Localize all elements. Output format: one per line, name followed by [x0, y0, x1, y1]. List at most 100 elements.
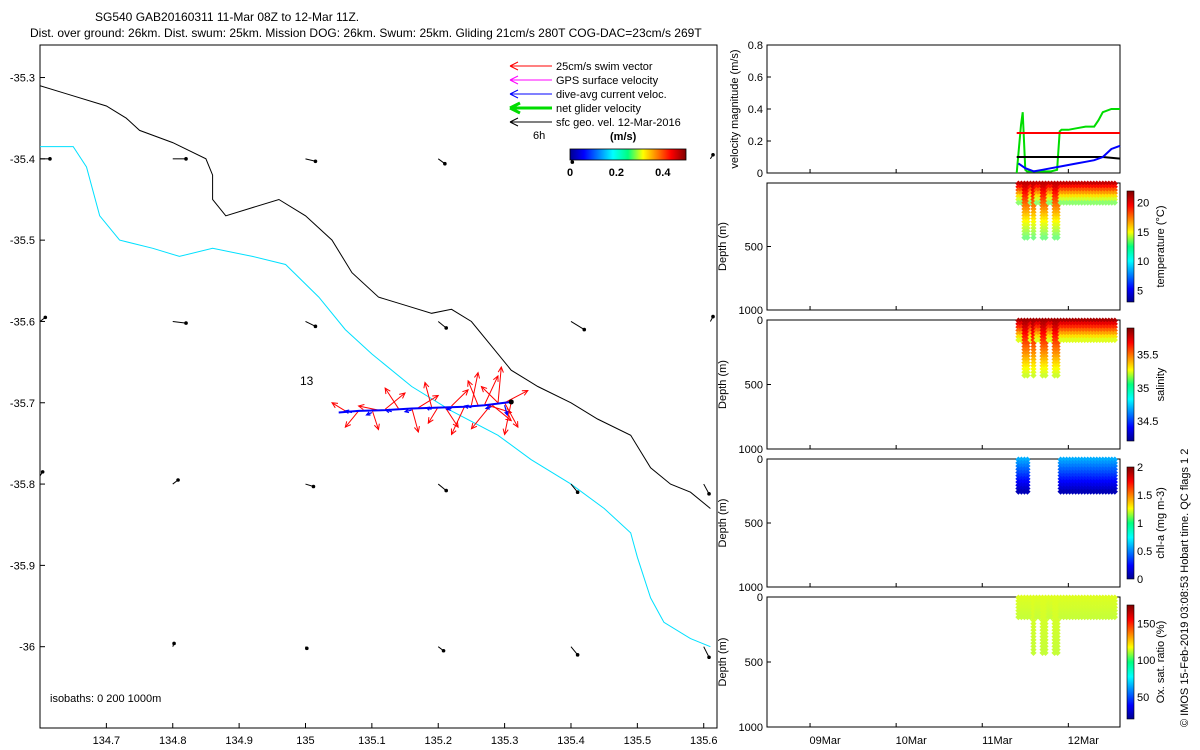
isobath-note: isobaths: 0 200 1000m — [50, 693, 161, 705]
chart-subtitle: Dist. over ground: 26km. Dist. swum: 25k… — [30, 26, 702, 40]
time-tick-label: 10Mar — [896, 735, 928, 747]
geo-vector — [570, 321, 587, 332]
map-colorbar-ticks: 0 0.2 0.4 — [567, 167, 671, 179]
swim-vector — [384, 387, 399, 409]
profile-marker — [1030, 209, 1037, 216]
y-tick-label: 500 — [745, 657, 763, 669]
swim-vector — [423, 381, 433, 407]
colorbar-label: chl-a (mg m-3) — [1155, 487, 1167, 559]
colorbar-tick-label: 50 — [1137, 692, 1149, 704]
profile-marker — [1030, 633, 1037, 640]
profile-marker — [1054, 372, 1061, 379]
profile-marker — [1111, 323, 1118, 331]
x-tick-label: 135.2 — [424, 735, 452, 747]
profile-marker — [1054, 209, 1061, 216]
profile-marker — [1042, 362, 1049, 369]
colorbar-tick-label: 0 — [1137, 574, 1143, 586]
profile-marker — [1042, 228, 1049, 235]
geo-vector — [570, 483, 580, 495]
swim-vector — [484, 374, 499, 405]
y-tick-label: 1000 — [739, 582, 763, 594]
profile-marker — [1054, 221, 1061, 229]
map-frame — [39, 44, 718, 729]
profile-marker — [1042, 640, 1049, 647]
profile-marker — [1030, 649, 1037, 657]
geo-vector — [437, 158, 447, 166]
profile-marker — [1024, 356, 1031, 363]
geo-vector — [437, 483, 449, 493]
swim-vector — [451, 388, 469, 407]
profile-marker — [1054, 643, 1061, 650]
swim-vector — [331, 402, 346, 412]
colorbar-tick-label: 2 — [1137, 462, 1143, 474]
x-tick-label: 135 — [296, 735, 314, 747]
y-tick-label: 500 — [745, 380, 763, 392]
y-axis-label: velocity magnitude (m/s) — [729, 49, 741, 168]
profile-marker — [1024, 228, 1031, 235]
profile-marker — [1024, 372, 1031, 379]
profile-marker — [1042, 636, 1049, 644]
profile-marker — [1054, 627, 1061, 634]
dac-vectors — [343, 399, 514, 417]
profile-marker — [1054, 234, 1061, 241]
profile-marker — [1111, 472, 1118, 479]
profile-marker — [1042, 633, 1049, 640]
panel-colorbar — [1126, 190, 1135, 303]
dac-vector — [463, 404, 472, 410]
geo-vector — [40, 470, 45, 477]
geo-vector — [172, 641, 176, 647]
profile-marker — [1054, 340, 1061, 347]
series-line — [1015, 108, 1120, 174]
profile-marker — [1054, 343, 1061, 350]
profile-marker — [1111, 462, 1118, 470]
colorbar-tick-label: 150 — [1137, 618, 1155, 630]
profile-marker — [1042, 209, 1049, 216]
glider-position-marker — [508, 399, 514, 405]
chart-title: SG540 GAB20160311 11-Mar 08Z to 12-Mar 1… — [95, 10, 360, 24]
profile-marker — [1111, 488, 1118, 495]
y-tick-label: 0 — [757, 168, 763, 180]
profile-marker — [1054, 617, 1061, 624]
y-tick-label: 0.6 — [748, 72, 763, 84]
y-tick-label: 0.8 — [748, 40, 763, 52]
geo-vector — [172, 320, 188, 325]
profile-marker — [1111, 193, 1118, 200]
profile-marker — [1054, 359, 1061, 366]
profile-marker — [1054, 218, 1061, 225]
colorbar-label: Ox. sat. ratio (%) — [1155, 621, 1167, 704]
profile-marker — [1030, 640, 1037, 647]
colorbar-label: temperature (°C) — [1155, 205, 1167, 287]
profile-marker — [1111, 183, 1118, 190]
profile-marker — [1054, 231, 1061, 238]
profile-marker — [1024, 215, 1031, 222]
geo-vector — [305, 646, 309, 651]
geo-vector — [709, 152, 715, 160]
time-tick-label: 12Mar — [1068, 735, 1100, 747]
profile-marker — [1042, 212, 1049, 219]
profile-marker — [1024, 234, 1031, 241]
profile-marker — [1030, 343, 1037, 350]
profile-marker — [1042, 627, 1049, 634]
profile-marker — [1030, 346, 1037, 353]
profile-marker — [1030, 356, 1037, 363]
profile-marker — [1054, 649, 1061, 657]
legend-geo: sfc geo. vel. 12-Mar-2016 — [509, 117, 681, 129]
map-panel: 134.7 134.8 134.9 135 135.1 135.2 135.3 135.4 13… — [10, 44, 718, 747]
profile-marker — [1024, 456, 1031, 463]
colorbar-tick-label: 34.5 — [1137, 416, 1158, 428]
swim-vector — [502, 401, 512, 436]
profile-marker — [1054, 633, 1061, 640]
geo-vector — [703, 483, 711, 496]
dac-vector — [504, 405, 509, 417]
x-tick-label: 135.6 — [690, 735, 718, 747]
profile-marker — [1111, 196, 1118, 203]
profile-marker — [1030, 234, 1037, 241]
y-tick-label: -35.4 — [10, 154, 35, 166]
profile-marker — [1024, 224, 1031, 232]
panel-colorbar — [1126, 466, 1135, 580]
legend-dac: dive-avg current veloc. — [509, 89, 667, 101]
y-axis-label: Depth (m) — [717, 499, 729, 548]
swim-vector — [504, 402, 519, 429]
profile-marker — [1054, 228, 1061, 235]
